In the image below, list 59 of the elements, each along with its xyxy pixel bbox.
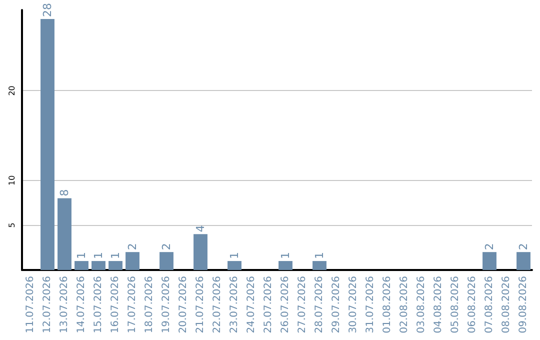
bar [312, 261, 326, 270]
data-label: 2 [126, 243, 139, 250]
x-tick-label: 21.07.2026 [195, 276, 206, 334]
x-tick-label: 15.07.2026 [93, 276, 104, 334]
x-tick-label: 26.07.2026 [280, 276, 291, 334]
data-label: 8 [58, 189, 71, 196]
data-label: 4 [194, 225, 207, 232]
data-label: 1 [75, 252, 88, 260]
bar [108, 261, 122, 270]
x-tick-label: 09.08.2026 [518, 276, 529, 334]
x-tick-label: 24.07.2026 [246, 276, 257, 334]
data-label: 2 [483, 243, 496, 250]
x-tick-label: 03.08.2026 [416, 276, 427, 334]
x-tick-label: 07.08.2026 [484, 276, 495, 334]
x-tick-label: 18.07.2026 [144, 276, 155, 334]
bar [58, 198, 72, 270]
x-tick-label: 20.07.2026 [178, 276, 189, 334]
bar [160, 252, 174, 270]
data-label: 1 [109, 252, 122, 260]
x-tick-label: 11.07.2026 [25, 276, 36, 334]
bar [126, 252, 140, 270]
bar [194, 234, 208, 270]
bar [278, 261, 292, 270]
bar [228, 261, 242, 270]
x-tick-label: 28.07.2026 [314, 276, 325, 334]
bar [40, 18, 54, 270]
bar [482, 252, 496, 270]
x-tick-label: 06.08.2026 [467, 276, 478, 334]
x-tick-label: 30.07.2026 [348, 276, 359, 334]
x-tick-label: 13.07.2026 [59, 276, 70, 334]
x-tick-label: 08.08.2026 [501, 276, 512, 334]
x-tick-label: 27.07.2026 [297, 276, 308, 334]
x-tick-label: 22.07.2026 [212, 276, 223, 334]
y-tick-label: 20 [8, 86, 16, 96]
x-tick-label: 04.08.2026 [433, 276, 444, 334]
x-tick-label: 01.08.2026 [382, 276, 393, 334]
x-tick-label: 23.07.2026 [229, 276, 240, 334]
data-label: 1 [279, 252, 292, 260]
data-label: 1 [92, 252, 105, 260]
x-tick-label: 05.08.2026 [450, 276, 461, 334]
x-tick-label: 17.07.2026 [127, 276, 138, 334]
x-tick-label: 14.07.2026 [76, 276, 87, 334]
x-tick-label: 25.07.2026 [263, 276, 274, 334]
data-label: 1 [313, 252, 326, 260]
x-tick-label: 31.07.2026 [365, 276, 376, 334]
x-tick-label: 16.07.2026 [110, 276, 121, 334]
bar [74, 261, 88, 270]
y-tick-label: 5 [8, 222, 16, 228]
data-label: 28 [41, 2, 54, 17]
data-label: 2 [517, 243, 530, 250]
data-label: 2 [160, 243, 173, 250]
bar [516, 252, 530, 270]
data-label: 1 [228, 252, 241, 260]
x-tick-label: 29.07.2026 [331, 276, 342, 334]
x-tick-label: 12.07.2026 [42, 276, 53, 334]
x-tick-label: 02.08.2026 [399, 276, 410, 334]
y-tick-label: 10 [8, 175, 16, 186]
bar [92, 261, 106, 270]
x-tick-label: 19.07.2026 [161, 276, 172, 334]
